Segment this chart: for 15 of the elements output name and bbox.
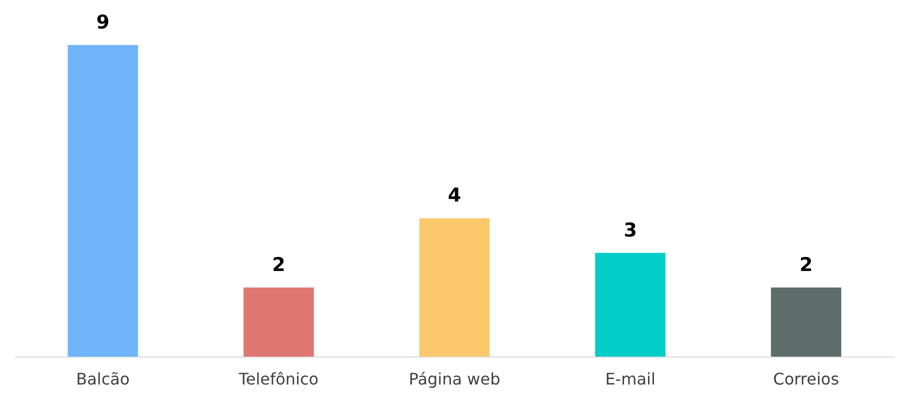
bar	[419, 218, 490, 357]
bar	[68, 45, 138, 357]
x-tick-label: E-mail	[605, 370, 656, 389]
x-tick-label: Telefônico	[238, 370, 319, 389]
bar	[244, 288, 314, 357]
bar	[770, 288, 842, 357]
data-label: 2	[272, 254, 286, 276]
data-label: 2	[799, 254, 813, 276]
bar	[595, 252, 666, 357]
data-label: 4	[448, 184, 462, 207]
x-tick-label: Página web	[408, 370, 500, 389]
data-label: 3	[624, 219, 637, 242]
x-tick-label: Balcão	[76, 370, 130, 389]
data-label: 9	[96, 11, 110, 34]
x-tick-label: Correios	[773, 370, 840, 389]
